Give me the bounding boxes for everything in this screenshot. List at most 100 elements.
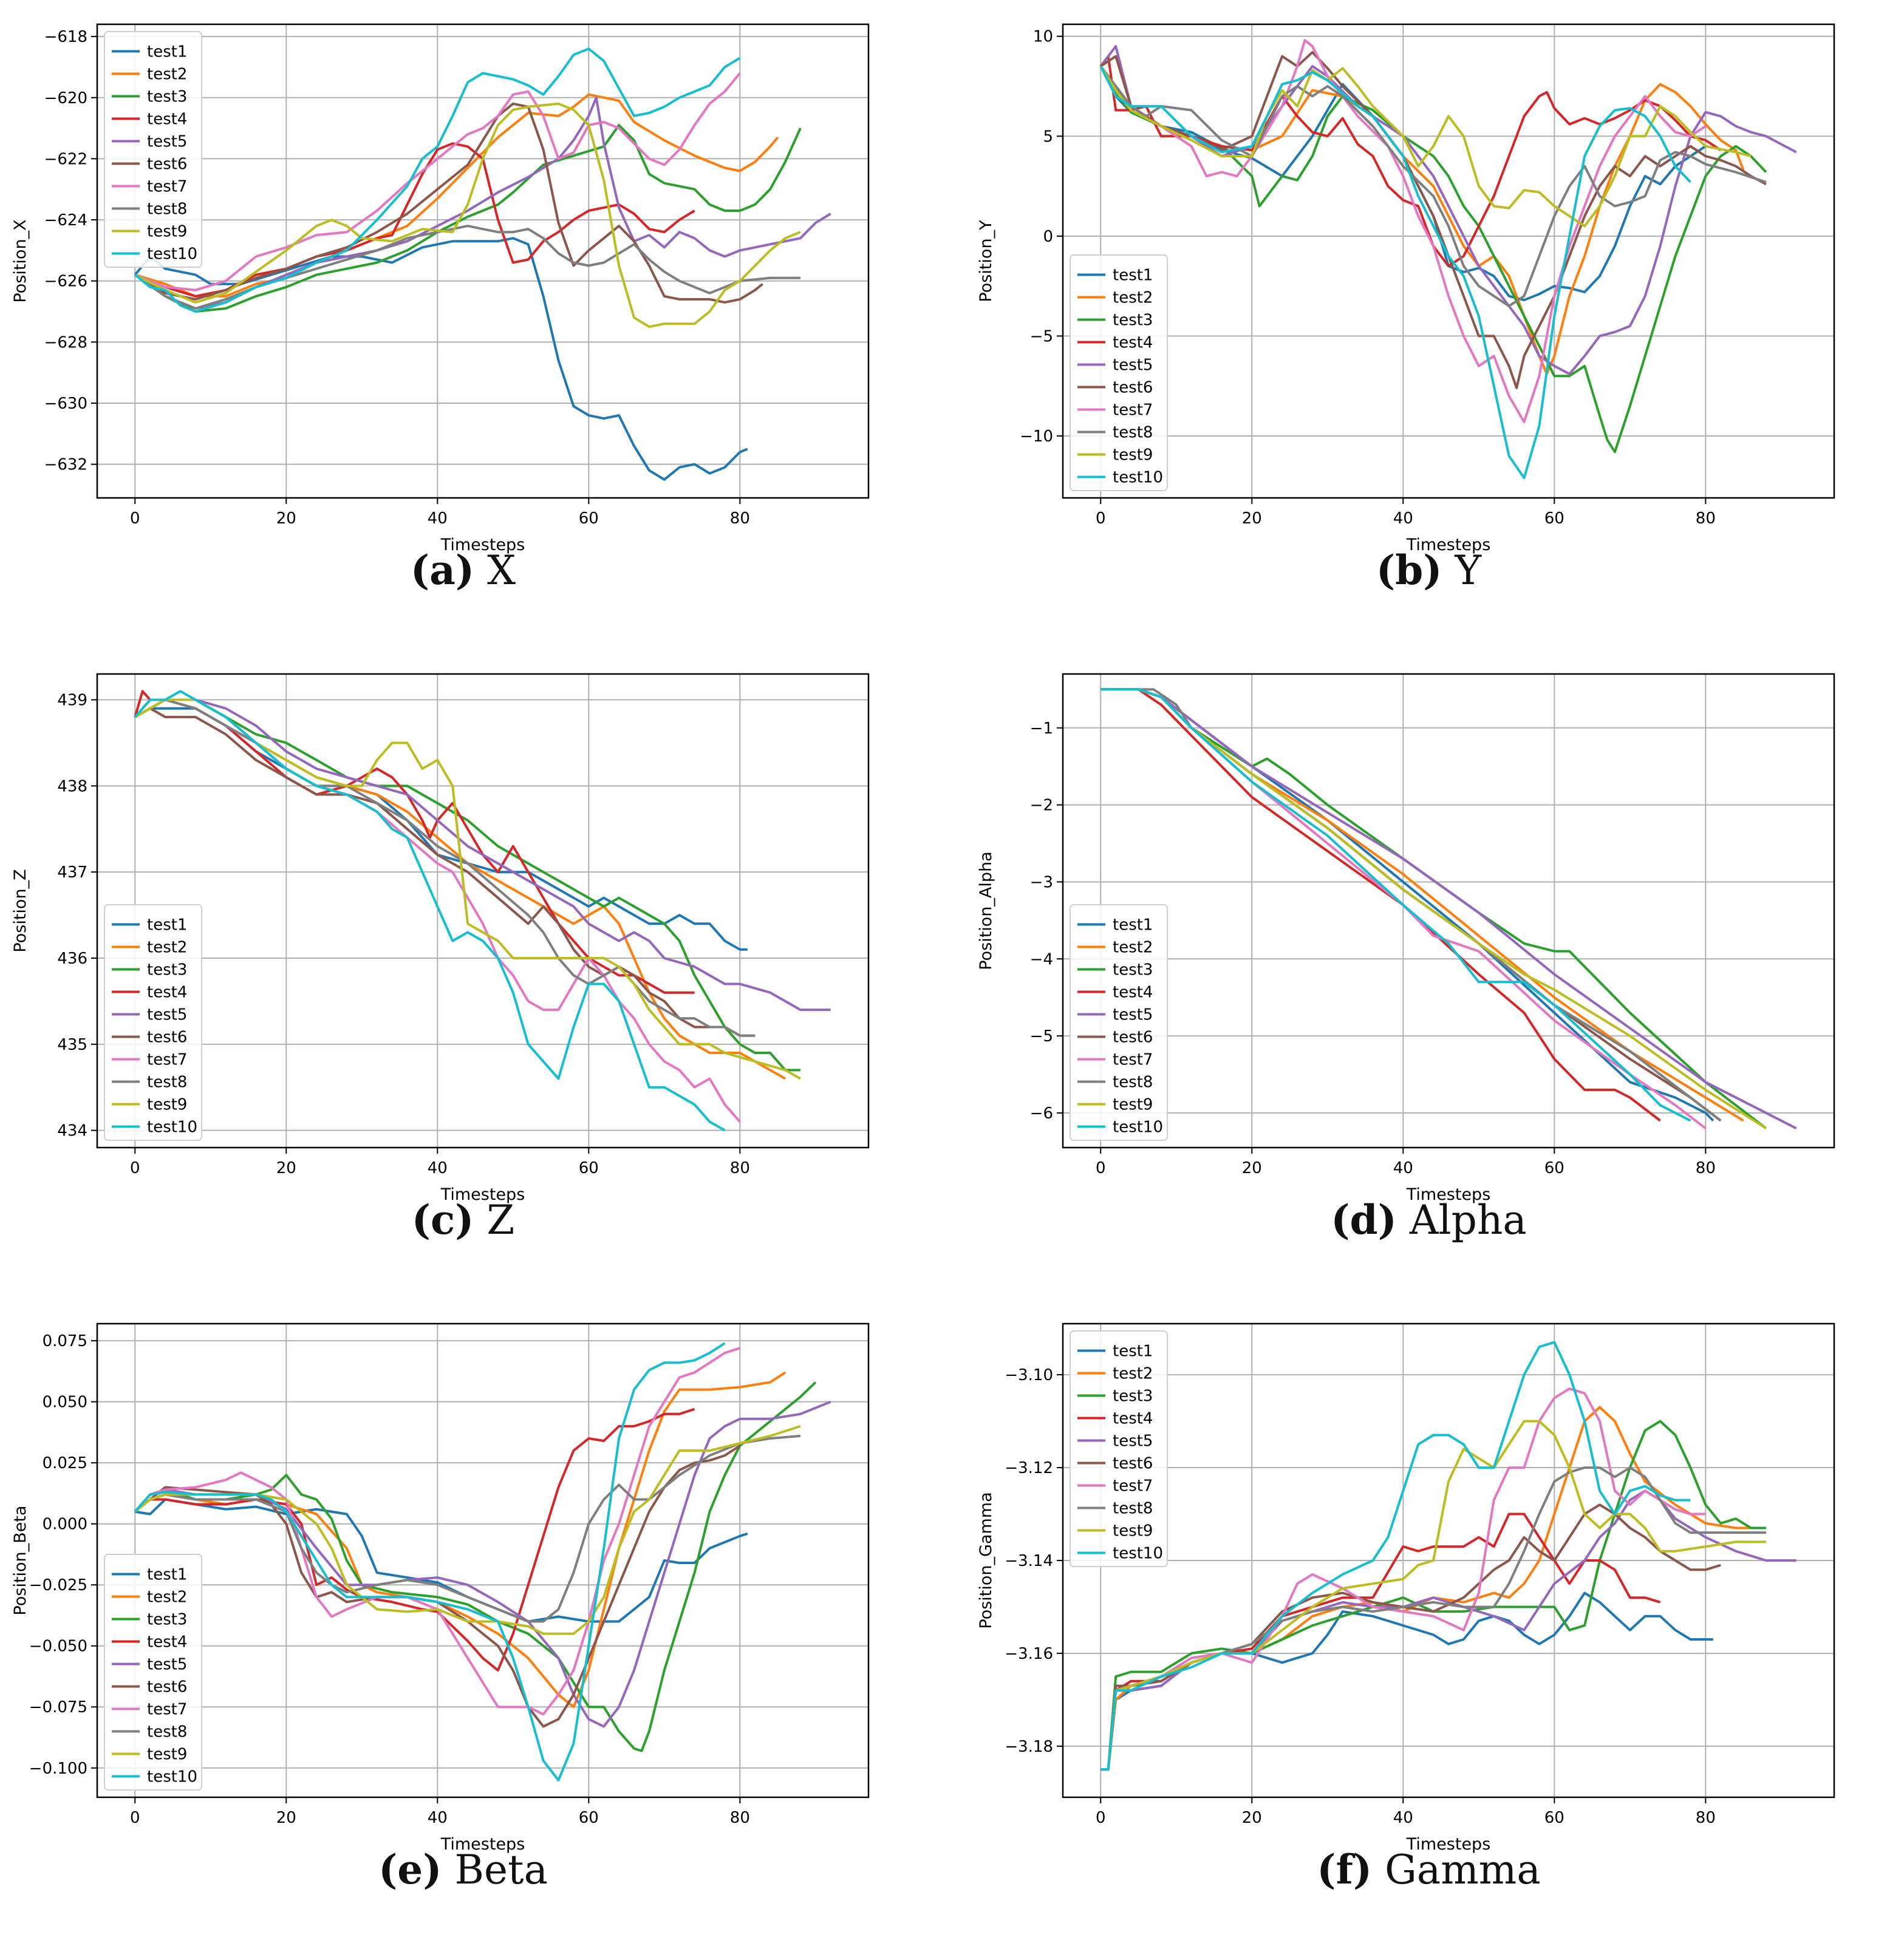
y-tick-label: 0.000 [43,1516,87,1534]
caption-letter: (d) [1331,1196,1397,1244]
series-line-test2 [134,1371,787,1709]
series-line-test1 [1100,1591,1713,1771]
series-line-test3 [134,698,800,1072]
legend-label: test1 [147,916,187,934]
y-tick-label: 438 [57,777,87,795]
x-axis-label: Timesteps [440,1835,525,1854]
y-tick-label: −0.050 [29,1638,87,1656]
series-line-test3 [1099,66,1767,454]
y-tick-label: 0.025 [43,1454,87,1472]
panel-caption: (f) Gamma [966,1846,1892,1893]
legend-label: test2 [1113,289,1153,307]
legend-label: test8 [1113,424,1153,442]
legend-label: test3 [147,1611,187,1629]
legend-label: test3 [1113,311,1153,330]
legend-label: test8 [1113,1500,1153,1518]
legend-label: test2 [1113,939,1153,957]
legend-label: test7 [1113,1051,1153,1069]
legend-label: test6 [147,1678,187,1696]
series-group [134,690,831,1132]
y-tick-label: −1 [1030,720,1053,738]
x-tick-label: 80 [730,1159,750,1177]
legend-label: test3 [147,961,187,979]
legend-label: test7 [147,178,187,196]
legend-label: test8 [147,1074,187,1092]
series-line-test6 [1100,51,1767,389]
y-tick-label: −618 [44,28,87,46]
caption-text: Z [486,1197,515,1244]
legend: test1 test2 test3 test4 test5 test6 test7 test8… [1070,904,1168,1141]
x-tick-label: 0 [130,1809,140,1827]
series-line-test7 [1099,39,1707,423]
series-line-test6 [134,102,763,304]
y-tick-label: −6 [1030,1104,1053,1123]
y-tick-label: 0.050 [43,1393,87,1412]
x-tick-label: 20 [276,1809,296,1827]
x-tick-label: 60 [579,1809,599,1827]
x-tick-label: 60 [579,509,599,528]
series-line-test1 [134,237,748,481]
x-tick-label: 20 [1242,1159,1262,1177]
y-tick-label: −0.025 [29,1576,87,1594]
y-tick-label: −0.075 [29,1698,87,1717]
series-line-test10 [134,1342,726,1781]
chart-panel-4: 0 20 40 60 80 −6 −5 −4 −3 −2 −1 Timesteps Position_A… [966,650,1904,1293]
series-line-test8 [1100,1466,1766,1771]
y-tick-label: −2 [1030,797,1053,815]
series-line-test7 [134,1347,740,1716]
series-line-test7 [1100,1387,1706,1771]
x-tick-label: 60 [579,1159,599,1177]
series-line-test10 [134,47,741,313]
legend-label: test6 [147,1029,187,1047]
y-tick-label: −3 [1030,873,1053,891]
legend: test1 test2 test3 test4 test5 test6 test7 test8… [1070,1330,1168,1567]
y-tick-label: 435 [57,1036,87,1054]
chart-panel-3: 0 20 40 60 80 434 435 436 437 438 439 Timesteps Posi… [0,650,938,1293]
series-line-test5 [134,1400,831,1728]
series-line-test2 [1099,65,1745,375]
y-axis-label: Position_Alpha [977,851,995,970]
y-tick-label: 5 [1043,128,1053,146]
legend-label: test8 [147,1723,187,1741]
y-tick-label: −4 [1030,950,1053,968]
x-tick-label: 80 [730,509,750,528]
y-tick-label: −622 [44,150,87,168]
legend-label: test5 [1113,356,1153,375]
x-tick-label: 0 [130,1159,140,1177]
x-tick-label: 40 [1393,1809,1413,1827]
legend-label: test9 [1113,1522,1153,1540]
y-tick-label: 0.075 [43,1332,87,1350]
legend-label: test3 [147,88,187,106]
legend-label: test4 [147,984,187,1002]
legend-label: test10 [1113,1118,1163,1137]
y-tick-label: −3.10 [1005,1366,1053,1384]
series-line-test3 [134,124,802,313]
caption-text: X [487,547,516,594]
y-tick-label: −3.16 [1005,1645,1053,1663]
caption-text: Beta [454,1846,548,1893]
legend-label: test7 [147,1051,187,1069]
panel-caption: (e) Beta [0,1846,926,1893]
x-tick-label: 0 [130,509,140,528]
series-line-test10 [134,690,726,1132]
series-line-test9 [134,698,801,1080]
x-tick-label: 40 [1393,1159,1413,1177]
caption-letter: (c) [411,1196,474,1244]
legend-label: test9 [147,223,187,241]
chart-panel-1: 0 20 40 60 80 −632 −630 −628 −626 −624 −622 −620 −61… [0,0,938,644]
series-line-test6 [1100,1503,1721,1771]
x-tick-label: 80 [1696,1159,1716,1177]
y-tick-label: −5 [1030,1027,1053,1046]
panel-caption: (d) Alpha [966,1196,1892,1244]
legend-label: test6 [1113,1455,1153,1473]
y-tick-label: −630 [44,395,87,413]
series-line-test8 [134,225,800,310]
series-line-test2 [1100,688,1744,1122]
panel-caption: (a) X [0,546,926,594]
legend-label: test9 [147,1746,187,1764]
chart-svg: 0 20 40 60 80 434 435 436 437 438 439 Timesteps Posi… [11,673,870,1204]
y-tick-label: −3.18 [1005,1738,1053,1756]
x-axis-label: Timesteps [1406,536,1491,554]
